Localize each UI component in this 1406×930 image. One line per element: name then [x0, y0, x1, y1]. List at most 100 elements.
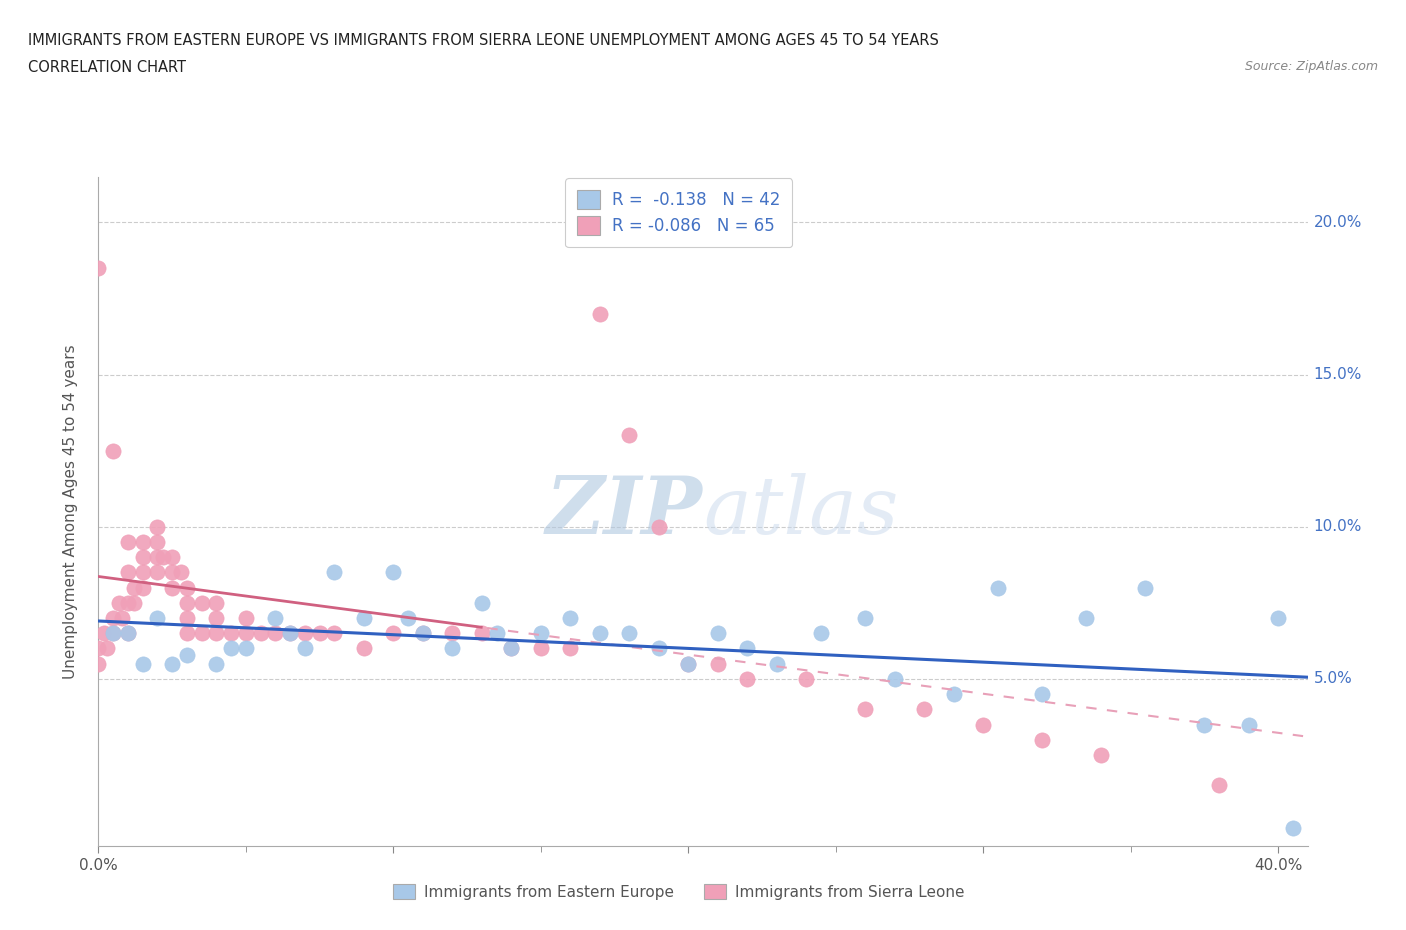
Point — [219, 641, 242, 656]
Point — [249, 626, 271, 641]
Text: 10.0%: 10.0% — [1313, 519, 1362, 534]
Point — [678, 657, 700, 671]
Point — [560, 611, 582, 626]
Point — [323, 626, 346, 641]
Point — [441, 626, 464, 641]
Point — [1237, 717, 1260, 732]
Point — [619, 626, 641, 641]
Point — [294, 626, 316, 641]
Point — [131, 550, 153, 565]
Point — [412, 626, 434, 641]
Point — [1194, 717, 1216, 732]
Point — [93, 626, 115, 641]
Point — [117, 626, 139, 641]
Point — [87, 260, 110, 275]
Point — [648, 641, 671, 656]
Point — [278, 626, 301, 641]
Text: 15.0%: 15.0% — [1313, 367, 1362, 382]
Point — [176, 626, 198, 641]
Point — [101, 626, 124, 641]
Point — [160, 657, 183, 671]
Y-axis label: Unemployment Among Ages 45 to 54 years: Unemployment Among Ages 45 to 54 years — [63, 344, 77, 679]
Point — [190, 626, 212, 641]
Point — [219, 626, 242, 641]
Point — [972, 717, 994, 732]
Text: 20.0%: 20.0% — [1313, 215, 1362, 230]
Point — [131, 535, 153, 550]
Point — [170, 565, 193, 579]
Point — [471, 626, 494, 641]
Point — [235, 626, 257, 641]
Point — [1267, 611, 1289, 626]
Point — [706, 626, 728, 641]
Point — [131, 580, 153, 595]
Point — [471, 595, 494, 610]
Point — [810, 626, 832, 641]
Point — [108, 595, 131, 610]
Point — [308, 626, 330, 641]
Point — [412, 626, 434, 641]
Point — [122, 580, 145, 595]
Point — [146, 565, 169, 579]
Point — [176, 595, 198, 610]
Text: IMMIGRANTS FROM EASTERN EUROPE VS IMMIGRANTS FROM SIERRA LEONE UNEMPLOYMENT AMON: IMMIGRANTS FROM EASTERN EUROPE VS IMMIGR… — [28, 33, 939, 47]
Point — [117, 595, 139, 610]
Text: ZIP: ZIP — [546, 472, 703, 551]
Point — [530, 641, 553, 656]
Point — [176, 647, 198, 662]
Text: Source: ZipAtlas.com: Source: ZipAtlas.com — [1244, 60, 1378, 73]
Point — [146, 519, 169, 534]
Point — [678, 657, 700, 671]
Point — [176, 580, 198, 595]
Point — [111, 611, 134, 626]
Point — [205, 657, 228, 671]
Point — [1031, 686, 1053, 701]
Point — [353, 611, 375, 626]
Point — [96, 641, 118, 656]
Point — [264, 611, 287, 626]
Point — [235, 641, 257, 656]
Point — [323, 565, 346, 579]
Point — [205, 611, 228, 626]
Point — [101, 626, 124, 641]
Point — [501, 641, 523, 656]
Point — [117, 626, 139, 641]
Legend: Immigrants from Eastern Europe, Immigrants from Sierra Leone: Immigrants from Eastern Europe, Immigran… — [387, 877, 970, 906]
Point — [264, 626, 287, 641]
Point — [152, 550, 174, 565]
Text: 5.0%: 5.0% — [1313, 671, 1353, 686]
Point — [1031, 732, 1053, 747]
Point — [765, 657, 787, 671]
Point — [396, 611, 419, 626]
Point — [160, 550, 183, 565]
Point — [131, 657, 153, 671]
Point — [131, 565, 153, 579]
Point — [1208, 778, 1230, 793]
Point — [589, 626, 612, 641]
Point — [235, 611, 257, 626]
Point — [278, 626, 301, 641]
Point — [294, 641, 316, 656]
Point — [353, 641, 375, 656]
Point — [1076, 611, 1098, 626]
Point — [853, 611, 876, 626]
Point — [530, 626, 553, 641]
Point — [1090, 748, 1112, 763]
Point — [101, 444, 124, 458]
Point — [735, 671, 758, 686]
Point — [101, 611, 124, 626]
Point — [382, 626, 405, 641]
Point — [1282, 820, 1305, 835]
Point — [160, 580, 183, 595]
Point — [794, 671, 817, 686]
Point — [87, 641, 110, 656]
Point — [619, 428, 641, 443]
Point — [735, 641, 758, 656]
Point — [146, 611, 169, 626]
Text: atlas: atlas — [703, 472, 898, 551]
Point — [912, 702, 935, 717]
Point — [648, 519, 671, 534]
Point — [117, 535, 139, 550]
Point — [1135, 580, 1157, 595]
Point — [987, 580, 1010, 595]
